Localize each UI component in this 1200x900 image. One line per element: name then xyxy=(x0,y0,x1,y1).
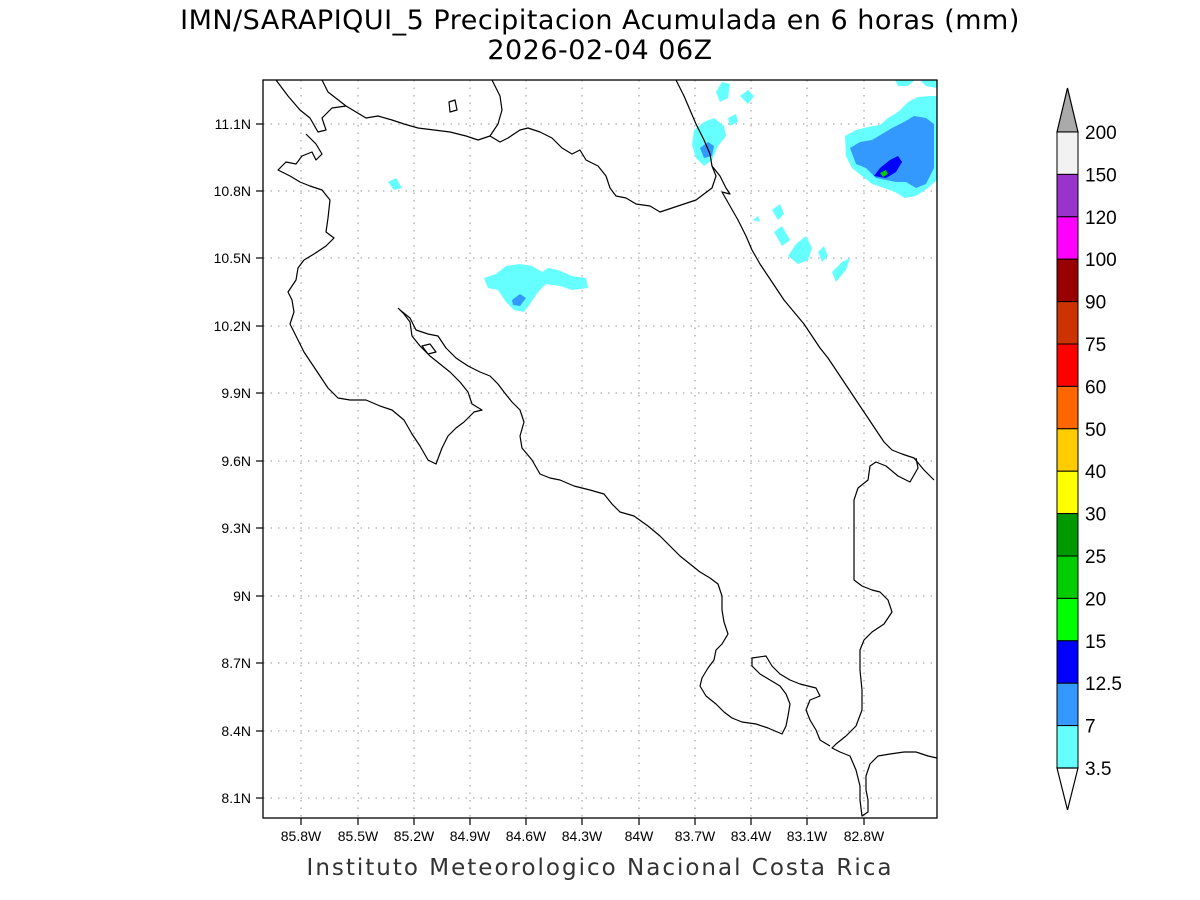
colorbar-label: 40 xyxy=(1085,462,1106,483)
colorbar-swatch xyxy=(1056,258,1079,303)
rain-cell-top-edge xyxy=(895,80,915,86)
y-tick-label: 8.1N xyxy=(221,790,251,806)
coastline-pacific-north xyxy=(275,79,503,141)
colorbar-label: 200 xyxy=(1085,123,1117,144)
x-tick-label: 82.8W xyxy=(844,828,885,844)
colorbar-swatch xyxy=(1056,555,1079,599)
colorbar-label: 75 xyxy=(1085,335,1106,356)
rain-cell-offshore-e xyxy=(832,258,850,282)
y-tick-label: 9.6N xyxy=(221,453,251,469)
y-tick-label: 8.4N xyxy=(221,723,251,739)
coastline-island-small xyxy=(421,343,437,355)
rain-cell-coast-top xyxy=(716,82,730,102)
x-tick-label: 85.8W xyxy=(281,828,322,844)
coastline-nicaragua-border xyxy=(321,79,347,107)
y-tick-label: 10.2N xyxy=(214,318,251,334)
y-tick-label: 9N xyxy=(233,588,251,604)
x-tick-label: 84.3W xyxy=(562,828,603,844)
colorbar-swatch xyxy=(1056,428,1079,472)
rain-cell-coast-north xyxy=(692,118,726,166)
rain-cell-top-edge-2 xyxy=(920,80,937,88)
colorbar-label: 15 xyxy=(1085,632,1106,653)
x-tick-label: 83.7W xyxy=(675,828,716,844)
rain-cell-offshore-a xyxy=(772,204,784,220)
colorbar-swatch xyxy=(1056,343,1079,387)
colorbar-top-arrow xyxy=(1056,87,1079,133)
coastline-nicoya-gulf xyxy=(399,309,831,747)
rain-cell-coast-top-2 xyxy=(740,90,754,104)
y-tick-label: 10.8N xyxy=(214,183,251,199)
colorbar-swatch xyxy=(1056,725,1079,769)
colorbar-swatch xyxy=(1056,470,1079,515)
y-tick-label: 11.1N xyxy=(215,116,251,132)
rain-cell-inland-west xyxy=(388,178,402,190)
x-tick-label: 85.2W xyxy=(394,828,435,844)
colorbar-label: 90 xyxy=(1085,293,1106,314)
coastlines xyxy=(275,79,938,817)
x-tick-label: 84.6W xyxy=(506,828,547,844)
x-tick-label: 83.1W xyxy=(787,828,828,844)
colorbar-swatch xyxy=(1056,682,1079,727)
rain-cell-ne-mid xyxy=(850,116,934,188)
rain-cell-offshore-b xyxy=(774,226,790,246)
map-date: 2026-02-04 06Z xyxy=(487,35,713,66)
rain-cell-inland xyxy=(484,264,588,312)
graticule-grid xyxy=(263,80,937,818)
colorbar-bottom-arrow xyxy=(1056,767,1079,811)
colorbar-swatch xyxy=(1056,597,1079,642)
coastline-caribbean-south xyxy=(711,165,935,481)
x-tick-label: 84.9W xyxy=(450,828,491,844)
colorbar-label: 50 xyxy=(1085,420,1106,441)
y-tick-label: 10.5N xyxy=(214,250,251,266)
colorbar-swatch xyxy=(1056,301,1079,345)
colorbar-label: 120 xyxy=(1085,208,1117,229)
colorbar-label: 12.5 xyxy=(1085,674,1122,695)
colorbar-swatch xyxy=(1056,640,1079,684)
border-panama xyxy=(831,457,938,817)
colorbar: 200 150 120 100 90 75 60 50 40 30 25 20 15 12.5 7 3.5 xyxy=(1056,87,1122,811)
colorbar-swatch xyxy=(1056,513,1079,557)
longitude-axis: 85.8W 85.5W 85.2W 84.9W 84.6W 84.3W 84W 83.7W 83… xyxy=(281,818,885,844)
rain-cell-offshore-c xyxy=(788,236,812,264)
rain-cell-ne-core xyxy=(880,170,888,177)
colorbar-swatch xyxy=(1056,385,1079,430)
colorbar-swatch xyxy=(1056,131,1079,175)
rain-cell-offshore-d xyxy=(818,246,828,262)
y-tick-label: 8.7N xyxy=(221,655,251,671)
colorbar-label: 3.5 xyxy=(1085,759,1111,780)
map-frame xyxy=(262,79,938,819)
colorbar-label: 7 xyxy=(1085,717,1096,738)
colorbar-label: 150 xyxy=(1085,165,1117,186)
colorbar-label: 25 xyxy=(1085,547,1106,568)
coastline-guanacaste xyxy=(277,133,483,465)
x-tick-label: 85.5W xyxy=(338,828,379,844)
precipitation-field xyxy=(388,80,937,312)
colorbar-label: 20 xyxy=(1085,589,1106,610)
colorbar-label: 30 xyxy=(1085,505,1106,526)
coastline-caribbean xyxy=(489,79,717,213)
x-tick-label: 84W xyxy=(625,828,655,844)
colorbar-swatch xyxy=(1056,216,1079,260)
map-title: IMN/SARAPIQUI_5 Precipitacion Acumulada … xyxy=(180,5,1020,36)
rain-cell-inland-blue xyxy=(512,294,526,306)
x-tick-label: 83.4W xyxy=(731,828,772,844)
footer-credit: Instituto Meteorologico Nacional Costa R… xyxy=(306,855,894,881)
y-tick-label: 9.9N xyxy=(221,385,251,401)
y-tick-label: 9.3N xyxy=(221,520,251,536)
colorbar-label: 100 xyxy=(1085,250,1117,271)
rain-cell-offshore-f xyxy=(753,216,760,222)
latitude-axis: 11.1N 10.8N 10.5N 10.2N 9.9N 9.6N 9.3N 9N 8.7N 8.… xyxy=(214,116,263,806)
colorbar-label: 60 xyxy=(1085,377,1106,398)
rain-cell-coast-small xyxy=(728,114,738,126)
colorbar-swatch xyxy=(1056,173,1079,218)
coastline-island-bay xyxy=(448,99,458,113)
